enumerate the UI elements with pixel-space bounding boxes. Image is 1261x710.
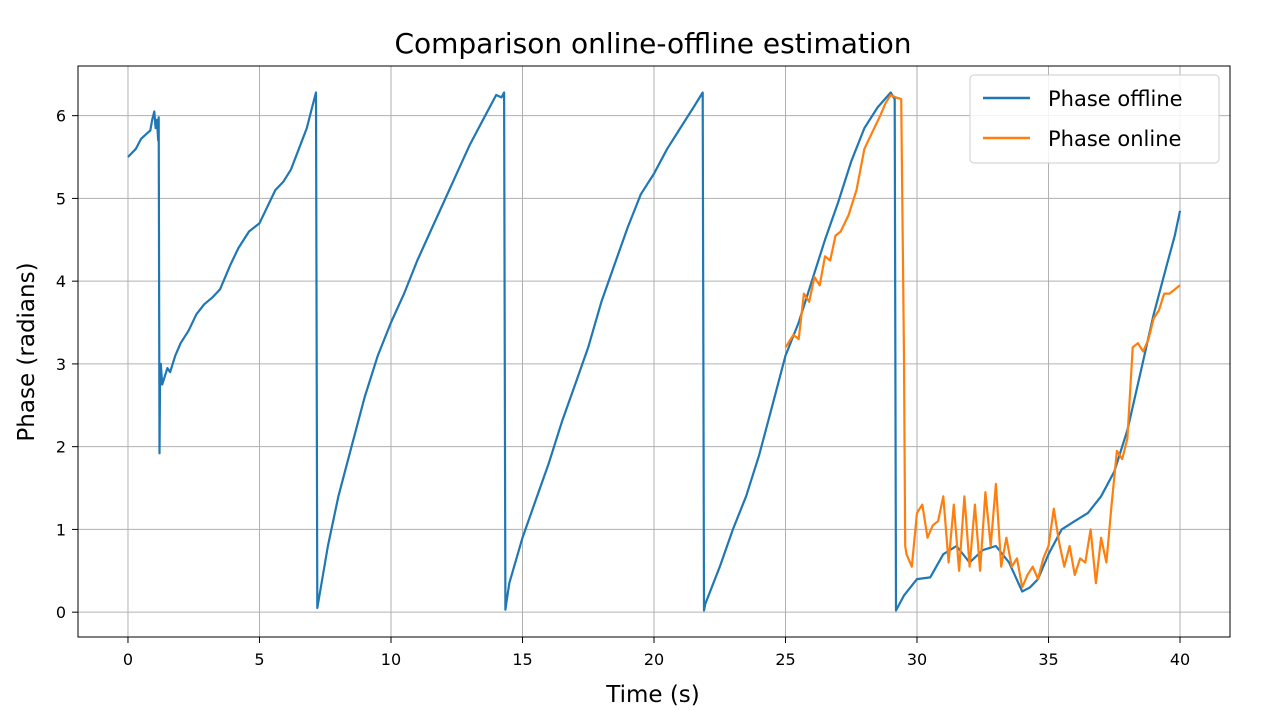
x-tick-label: 35 — [1038, 650, 1058, 669]
y-tick-label: 0 — [56, 603, 66, 622]
y-tick-label: 2 — [56, 438, 66, 457]
legend-box — [969, 74, 1220, 164]
y-tick-label: 5 — [56, 189, 66, 208]
x-tick-label: 10 — [381, 650, 401, 669]
legend-label-online: Phase online — [1048, 127, 1181, 151]
chart-title: Comparison online-offline estimation — [394, 27, 911, 60]
legend: Phase offline Phase online — [969, 74, 1220, 164]
legend-label-offline: Phase offline — [1048, 87, 1183, 111]
x-axis-label: Time (s) — [605, 682, 700, 708]
x-tick-label: 25 — [775, 650, 795, 669]
y-axis-label: Phase (radians) — [14, 262, 40, 441]
x-axis: 0 5 10 15 20 25 30 35 40 — [123, 637, 1190, 669]
x-tick-label: 30 — [907, 650, 927, 669]
x-tick-label: 20 — [644, 650, 664, 669]
x-tick-label: 15 — [512, 650, 532, 669]
x-tick-label: 40 — [1170, 650, 1190, 669]
x-tick-label: 0 — [123, 650, 133, 669]
y-tick-label: 6 — [56, 107, 66, 126]
x-tick-label: 5 — [254, 650, 264, 669]
y-tick-label: 3 — [56, 355, 66, 374]
y-axis: 0 1 2 3 4 5 6 — [56, 107, 78, 622]
y-tick-label: 1 — [56, 520, 66, 539]
y-tick-label: 4 — [56, 272, 66, 291]
series-lines — [127, 91, 1182, 612]
series-line-phase-online — [784, 93, 1181, 589]
